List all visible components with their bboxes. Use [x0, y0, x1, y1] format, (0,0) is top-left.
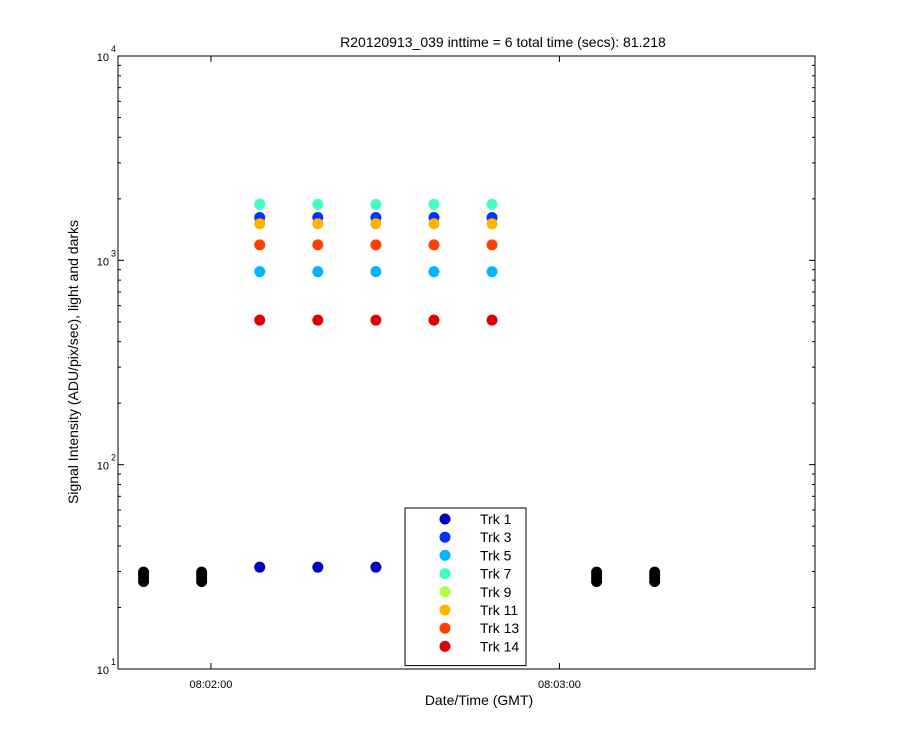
legend-label: Trk 5 [480, 547, 512, 563]
series-point [486, 239, 498, 251]
y-tick-label: 10 [97, 665, 109, 677]
series-point [370, 314, 382, 326]
series-point [428, 218, 440, 230]
series-point [254, 218, 266, 230]
y-tick-exponent: 3 [111, 248, 116, 258]
legend-marker [439, 549, 451, 561]
legend-marker [439, 604, 451, 616]
y-axis-label: Signal Intensity (ADU/pix/sec), light an… [65, 220, 81, 504]
legend-marker [439, 640, 451, 652]
series-point [312, 218, 324, 230]
series-point [370, 266, 382, 278]
legend-label: Trk 14 [480, 638, 519, 654]
series-point [254, 266, 266, 278]
series-point [312, 198, 324, 210]
y-tick-exponent: 4 [111, 44, 116, 54]
series-point [428, 239, 440, 251]
series-point [370, 239, 382, 251]
series-point [254, 561, 266, 573]
dark-point [649, 566, 661, 578]
series-point [312, 314, 324, 326]
y-tick-label: 10 [97, 256, 109, 268]
x-axis-label: Date/Time (GMT) [425, 692, 533, 708]
x-tick-label: 08:03:00 [538, 679, 581, 691]
legend-marker [439, 568, 451, 580]
series-point [370, 218, 382, 230]
y-tick-label: 10 [97, 461, 109, 473]
y-tick-exponent: 1 [111, 657, 116, 667]
legend-marker [439, 531, 451, 543]
y-tick-exponent: 2 [111, 453, 116, 463]
series-point [312, 561, 324, 573]
series-point [486, 266, 498, 278]
legend-label: Trk 3 [480, 529, 512, 545]
series-point [428, 198, 440, 210]
legend-label: Trk 11 [480, 602, 518, 618]
series-point [370, 198, 382, 210]
x-tick-label: 08:02:00 [190, 679, 233, 691]
plot-layer [138, 198, 661, 588]
legend-marker [439, 513, 451, 525]
series-point [254, 314, 266, 326]
dark-point [591, 566, 603, 578]
plot-frame [117, 55, 816, 670]
series-point [254, 198, 266, 210]
series-point [254, 239, 266, 251]
series-point [312, 239, 324, 251]
y-tick-label: 10 [97, 52, 109, 64]
dark-point [138, 566, 150, 578]
legend-label: Trk 7 [480, 566, 512, 582]
chart-title: R20120913_039 inttime = 6 total time (se… [340, 34, 666, 50]
legend-label: Trk 1 [480, 511, 512, 527]
series-point [312, 266, 324, 278]
legend-label: Trk 13 [480, 620, 519, 636]
series-point [486, 314, 498, 326]
legend-marker [439, 622, 451, 634]
legend-label: Trk 9 [480, 584, 512, 600]
legend-marker [439, 586, 451, 598]
legend-box [404, 507, 527, 667]
dark-point [196, 566, 208, 578]
series-point [370, 561, 382, 573]
series-point [486, 198, 498, 210]
series-point [428, 314, 440, 326]
legend: Trk 1 Trk 3 Trk 5 Trk 7 Trk 9 Trk 11 Trk 13 Trk… [404, 507, 527, 667]
series-point [486, 218, 498, 230]
series-point [428, 266, 440, 278]
